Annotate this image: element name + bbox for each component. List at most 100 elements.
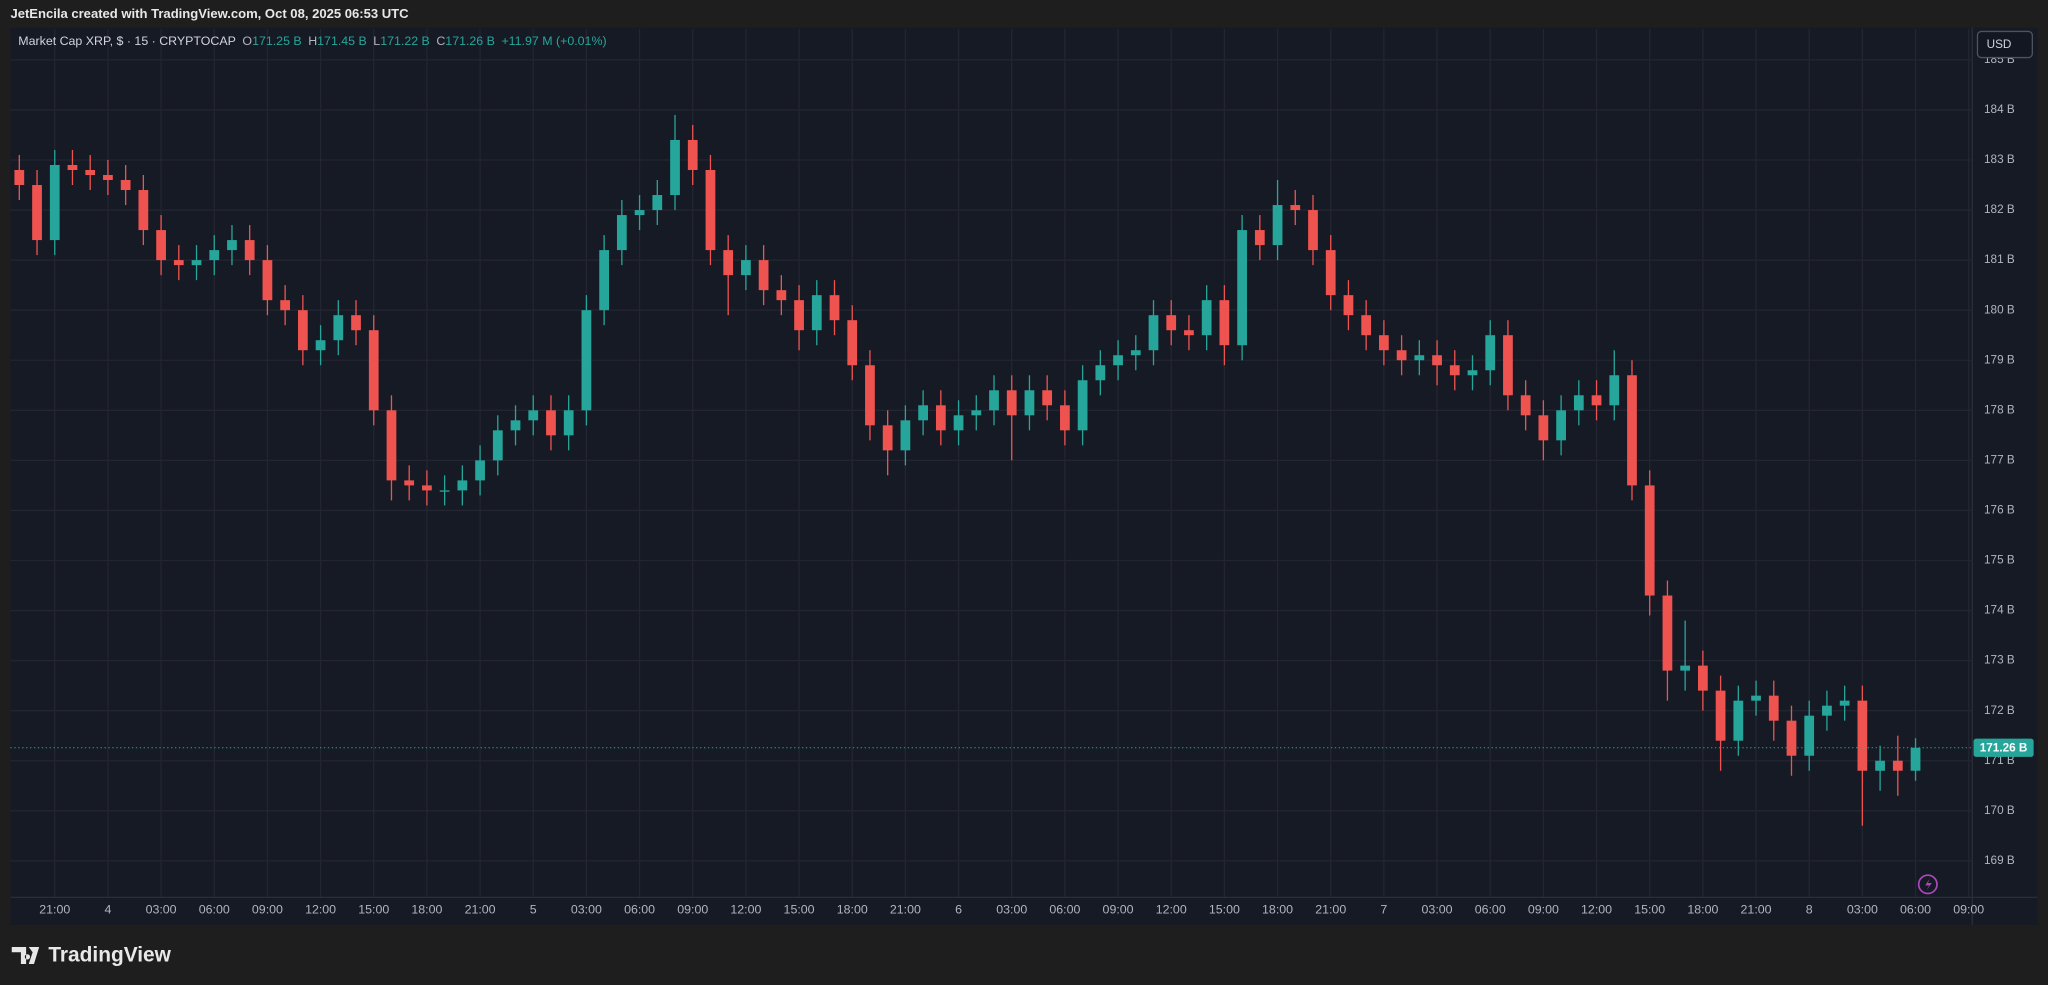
candle-body <box>546 410 556 436</box>
candle-body <box>156 230 166 261</box>
candle-body <box>971 410 982 416</box>
candle-body <box>138 190 149 231</box>
candle-body <box>1467 370 1478 376</box>
x-tick-label: 15:00 <box>784 903 815 917</box>
symbol: Market Cap XRP, $ · 15 · CRYPTOCAP <box>18 34 236 48</box>
alert-icon[interactable] <box>1917 874 1938 895</box>
candle-body <box>829 295 840 321</box>
x-tick-label: 18:00 <box>1262 903 1293 917</box>
ohlc-key: L <box>373 34 380 48</box>
candle-body <box>634 210 645 216</box>
x-tick-label: 18:00 <box>411 903 442 917</box>
candle-body <box>457 480 468 491</box>
ohlc-value: 171.25 B <box>252 34 302 48</box>
y-tick-label: 180 B <box>1984 303 2015 316</box>
candle-body <box>1449 365 1460 376</box>
candle-body <box>1751 695 1761 701</box>
x-tick-label: 06:00 <box>1475 903 1506 917</box>
y-tick-label: 181 B <box>1984 253 2015 266</box>
candle-body <box>262 260 273 301</box>
candle-body <box>865 365 875 426</box>
candle-body <box>953 415 964 431</box>
candle-body <box>297 310 308 351</box>
y-tick-label: 182 B <box>1984 203 2015 216</box>
candle-body <box>1343 295 1354 316</box>
x-tick-label: 12:00 <box>1581 903 1612 917</box>
candle-body <box>1680 665 1691 671</box>
candle-body <box>1538 415 1549 441</box>
candle-body <box>368 330 379 411</box>
candle-body <box>280 300 291 311</box>
candle-body <box>1379 335 1389 351</box>
last-price-box <box>1973 738 2034 757</box>
candle-body <box>49 164 60 241</box>
candle-body <box>1361 315 1372 336</box>
candle-body <box>209 250 220 261</box>
candle-body <box>705 170 716 251</box>
y-tick-label: 169 B <box>1984 854 2015 867</box>
candle-body <box>1910 747 1921 771</box>
candle-body <box>1857 700 1868 771</box>
candle-body <box>67 164 78 171</box>
x-tick-label: 03:00 <box>996 903 1027 917</box>
candle-body <box>1184 330 1194 336</box>
x-tick-label: 06:00 <box>199 903 230 917</box>
x-tick-label: 18:00 <box>837 903 868 917</box>
candle-body <box>85 170 96 176</box>
candle-body <box>32 185 42 241</box>
candle-body <box>404 480 415 486</box>
x-tick-label: 21:00 <box>465 903 496 917</box>
candle-body <box>315 340 326 351</box>
candle-body <box>1325 250 1336 296</box>
brand-logo <box>11 947 40 965</box>
candle-body <box>1432 355 1442 366</box>
x-tick-label: 09:00 <box>1953 903 1984 917</box>
candle-body <box>935 405 946 431</box>
ohlc-key: O <box>242 34 252 48</box>
candle-body <box>1148 315 1159 351</box>
x-tick-label: 03:00 <box>146 903 177 917</box>
ohlc-value: 171.45 B <box>317 34 367 48</box>
candle-body <box>687 139 698 171</box>
candle-body <box>1520 395 1531 416</box>
candle-body <box>882 425 893 451</box>
y-tick-label: 183 B <box>1984 153 2015 166</box>
candle-body <box>439 490 450 492</box>
candle-body <box>1609 375 1620 406</box>
candle-body <box>758 260 769 291</box>
ohlc-key: C <box>436 34 445 48</box>
candle-body <box>1130 350 1141 356</box>
candle-body <box>847 320 858 366</box>
currency[interactable]: USD <box>1987 38 2012 51</box>
x-tick-label: 18:00 <box>1687 903 1718 917</box>
y-tick-label: 173 B <box>1984 654 2015 667</box>
credit: JetEncila created with TradingView.com, … <box>10 6 409 21</box>
candle-body <box>1768 695 1779 721</box>
x-tick-label: 21:00 <box>890 903 921 917</box>
candle-body <box>422 485 432 491</box>
x-tick-label: 09:00 <box>1103 903 1134 917</box>
x-tick-label: 21:00 <box>1315 903 1346 917</box>
ohlc-key: H <box>308 34 317 48</box>
candle-body <box>1503 335 1513 396</box>
candle-body <box>1006 390 1017 416</box>
y-tick-label: 179 B <box>1984 353 2015 366</box>
candle-body <box>333 315 344 341</box>
x-tick-label: 03:00 <box>1422 903 1453 917</box>
candle-body <box>900 420 911 451</box>
candle-body <box>1396 350 1407 361</box>
y-tick-label: 177 B <box>1984 453 2015 466</box>
candle-body <box>120 180 131 191</box>
candle-body <box>492 430 503 461</box>
alert-bolt <box>1925 878 1932 891</box>
x-tick-label: 03:00 <box>1847 903 1878 917</box>
x-tick-label: 12:00 <box>730 903 761 917</box>
candle-body <box>14 170 25 186</box>
candle-body <box>670 139 680 196</box>
candle-body <box>351 315 361 331</box>
currency-button[interactable] <box>1976 30 2033 59</box>
x-tick-label: 8 <box>1806 903 1813 917</box>
candle-body <box>1627 375 1637 486</box>
x-tick-label: 7 <box>1380 903 1387 917</box>
